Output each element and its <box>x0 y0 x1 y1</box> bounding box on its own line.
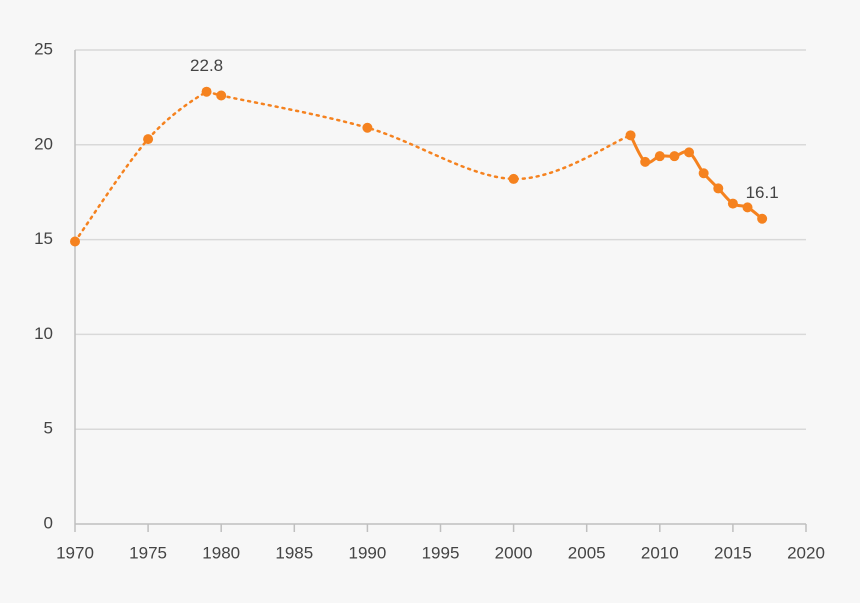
data-point <box>698 168 709 179</box>
x-tick-label: 1980 <box>202 543 240 562</box>
y-tick-label: 15 <box>34 229 53 248</box>
data-point <box>742 202 753 213</box>
data-point <box>216 90 227 101</box>
x-tick-label: 1975 <box>129 543 167 562</box>
data-point <box>625 130 636 141</box>
y-tick-label: 0 <box>44 513 53 532</box>
data-point <box>669 151 680 162</box>
data-label: 16.1 <box>746 183 779 202</box>
y-tick-label: 10 <box>34 324 53 343</box>
data-label: 22.8 <box>190 56 223 75</box>
solid-line <box>629 133 764 221</box>
data-point <box>654 151 665 162</box>
data-point <box>727 198 738 209</box>
y-tick-label: 5 <box>44 419 53 438</box>
data-point <box>508 173 519 184</box>
data-point <box>684 147 695 158</box>
x-tick-label: 2015 <box>714 543 752 562</box>
data-point <box>640 156 651 167</box>
x-tick-label: 2020 <box>787 543 825 562</box>
x-tick-label: 1985 <box>275 543 313 562</box>
data-point <box>201 86 212 97</box>
data-point <box>362 122 373 133</box>
y-tick-label: 25 <box>34 39 53 58</box>
data-point <box>713 183 724 194</box>
data-point <box>757 213 768 224</box>
x-tick-label: 1990 <box>348 543 386 562</box>
data-point <box>70 236 80 247</box>
data-point <box>143 134 154 145</box>
y-tick-label: 20 <box>34 134 53 153</box>
x-tick-label: 2010 <box>641 543 679 562</box>
x-tick-label: 1995 <box>422 543 460 562</box>
x-tick-label: 1970 <box>56 543 94 562</box>
x-tick-label: 2005 <box>568 543 606 562</box>
x-tick-label: 2000 <box>495 543 533 562</box>
